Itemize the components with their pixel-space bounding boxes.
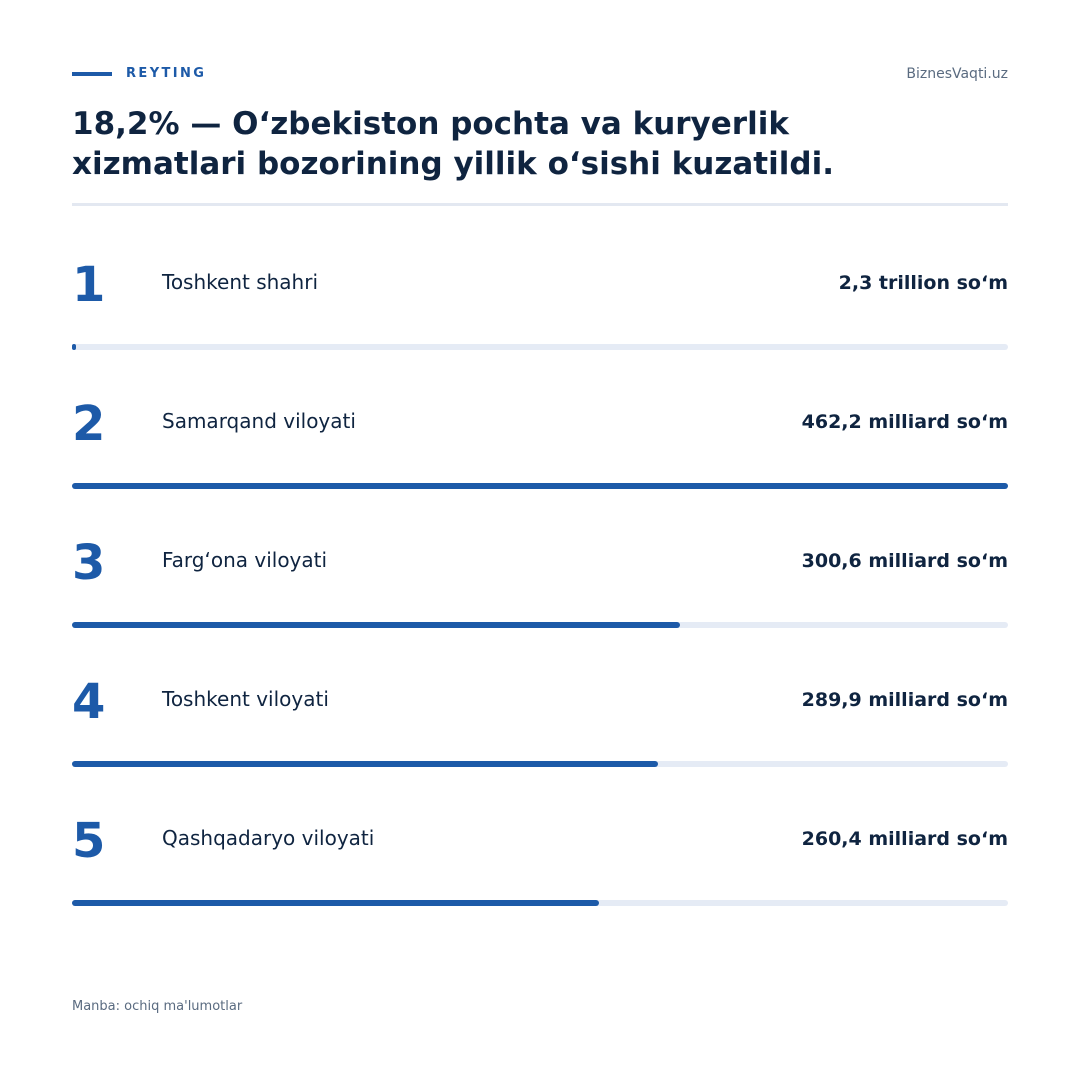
bar-fill xyxy=(72,622,680,628)
bar-track xyxy=(72,622,1008,628)
bar-track xyxy=(72,761,1008,767)
region-name: Samarqand viloyati xyxy=(162,409,356,433)
rank-number: 3 xyxy=(72,535,106,591)
kicker-label: REYTING xyxy=(126,66,207,81)
region-name: Farg‘ona viloyati xyxy=(162,548,328,572)
rank-number: 4 xyxy=(72,674,106,730)
rank-number: 2 xyxy=(72,396,106,452)
ranking-row: 1 Toshkent shahri 2,3 trillion so‘m xyxy=(72,256,1008,395)
header: REYTING BiznesVaqti.uz xyxy=(72,64,1008,86)
ranking-row: 5 Qashqadaryo viloyati 260,4 milliard so‘m xyxy=(72,812,1008,951)
bar-fill xyxy=(72,761,658,767)
source-note: Manba: ochiq ma'lumotlar xyxy=(72,999,243,1014)
region-name: Toshkent shahri xyxy=(162,270,319,294)
value-label: 260,4 milliard so‘m xyxy=(801,828,1008,850)
page-title: 18,2% — O‘zbekiston pochta va kuryerlik … xyxy=(72,106,834,182)
kicker-accent-line xyxy=(72,72,112,76)
brand-label: BiznesVaqti.uz xyxy=(906,66,1008,82)
bar-track xyxy=(72,483,1008,489)
rank-number: 5 xyxy=(72,813,106,869)
value-label: 2,3 trillion so‘m xyxy=(838,272,1008,294)
region-name: Qashqadaryo viloyati xyxy=(162,826,375,850)
ranking-row: 4 Toshkent viloyati 289,9 milliard so‘m xyxy=(72,673,1008,812)
rank-number: 1 xyxy=(72,257,106,313)
ranking-row: 3 Farg‘ona viloyati 300,6 milliard so‘m xyxy=(72,534,1008,673)
region-name: Toshkent viloyati xyxy=(162,687,329,711)
value-label: 462,2 milliard so‘m xyxy=(801,411,1008,433)
value-label: 289,9 milliard so‘m xyxy=(801,689,1008,711)
bar-track xyxy=(72,900,1008,906)
bar-fill xyxy=(72,900,599,906)
bar-fill xyxy=(72,344,76,350)
title-divider xyxy=(72,203,1008,206)
bar-fill xyxy=(72,483,1008,489)
ranking-list: 1 Toshkent shahri 2,3 trillion so‘m 2 Samarq… xyxy=(72,256,1008,951)
value-label: 300,6 milliard so‘m xyxy=(801,550,1008,572)
ranking-row: 2 Samarqand viloyati 462,2 milliard so‘m xyxy=(72,395,1008,534)
bar-track xyxy=(72,344,1008,350)
